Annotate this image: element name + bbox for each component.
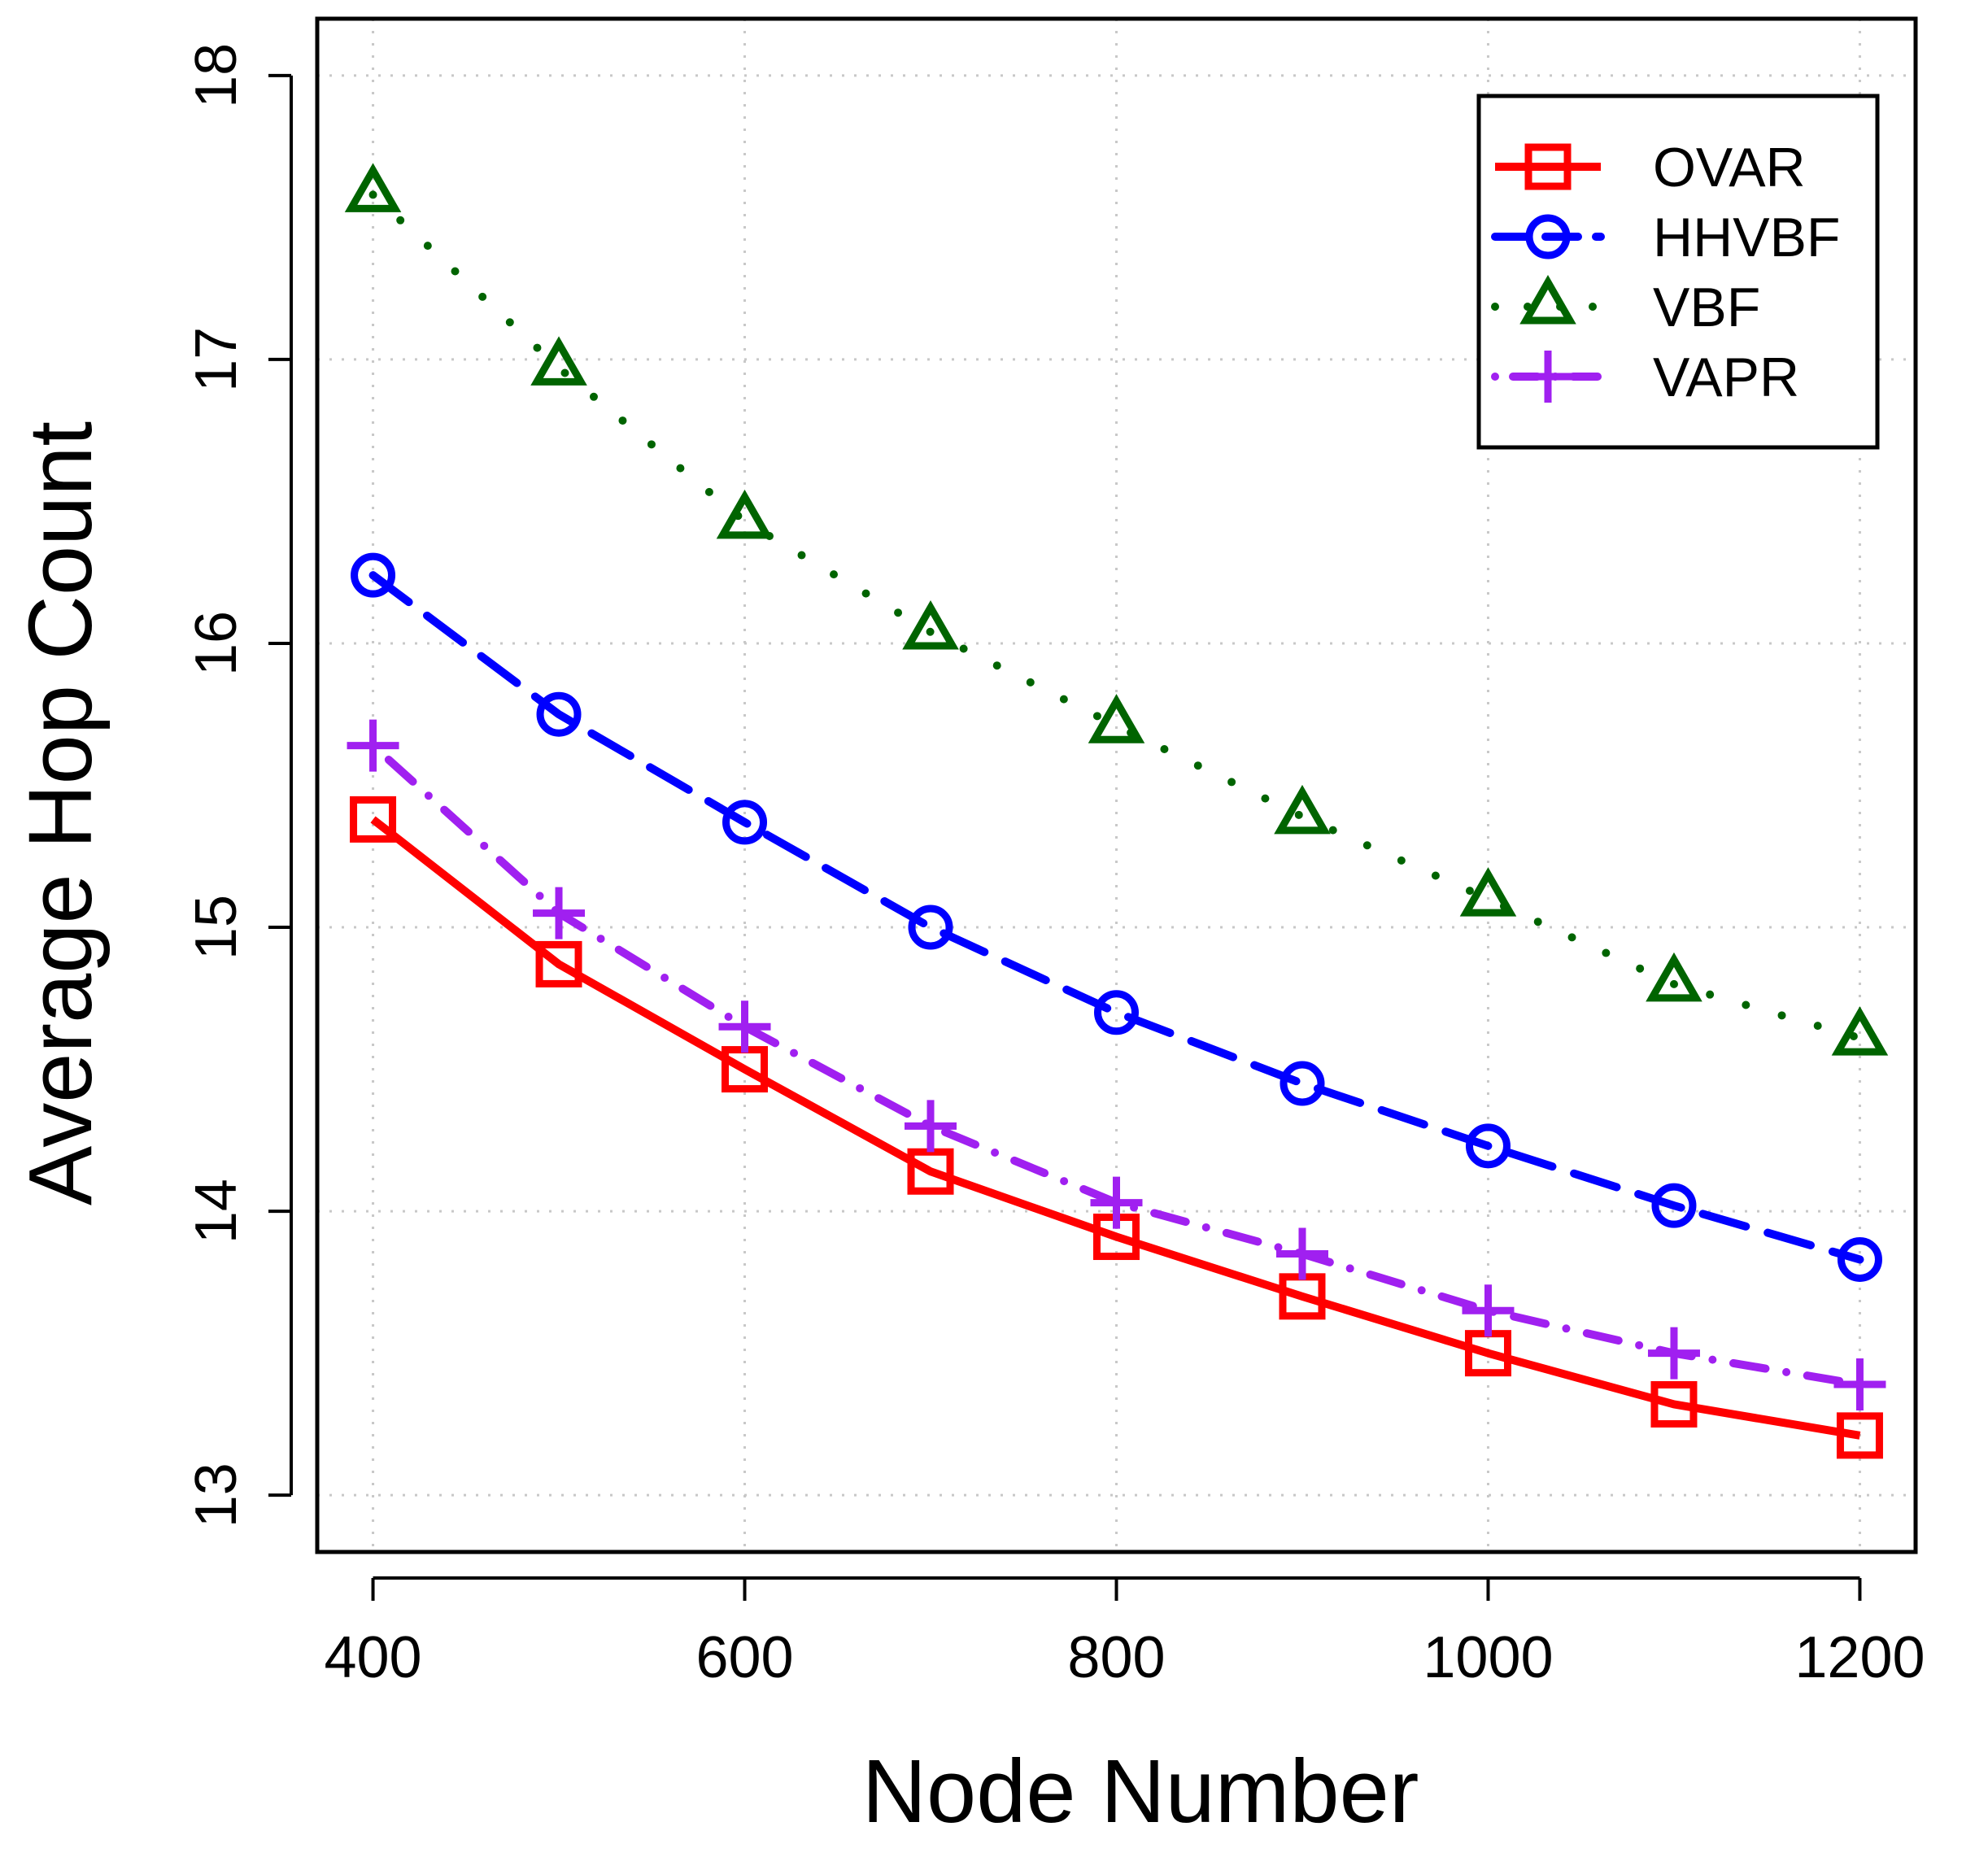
point-vbf-1200 xyxy=(1831,1006,1889,1056)
point-vbf-700 xyxy=(902,599,959,650)
y-tick-label: 15 xyxy=(184,895,249,960)
x-tick-label: 800 xyxy=(1067,1625,1165,1690)
point-hhvbf-700 xyxy=(908,905,953,950)
point-vapr-1000 xyxy=(1462,1284,1515,1337)
plot-frame xyxy=(315,16,1918,1554)
legend-label-vapr: VAPR xyxy=(1653,347,1799,408)
point-hhvbf-600 xyxy=(722,800,768,845)
point-ovar-1200 xyxy=(1836,1412,1883,1459)
point-vbf-600 xyxy=(716,489,774,539)
x-tick-label: 1000 xyxy=(1423,1625,1553,1690)
point-vapr-800 xyxy=(1090,1176,1143,1229)
point-vbf-400 xyxy=(344,163,402,212)
point-vapr-900 xyxy=(1275,1227,1328,1280)
point-vapr-500 xyxy=(533,887,586,939)
legend-marker-vapr xyxy=(1522,351,1574,403)
legend-marker-ovar xyxy=(1524,143,1572,190)
legend-marker-hhvbf xyxy=(1525,214,1571,259)
point-vapr-700 xyxy=(905,1100,957,1153)
point-vapr-400 xyxy=(347,719,399,772)
y-tick-label: 17 xyxy=(184,327,249,392)
point-ovar-500 xyxy=(535,940,582,987)
point-ovar-400 xyxy=(350,796,397,843)
point-vbf-500 xyxy=(530,336,587,386)
point-vbf-1000 xyxy=(1459,867,1517,917)
x-tick-label: 600 xyxy=(695,1625,793,1690)
point-vapr-600 xyxy=(718,1000,771,1053)
series-markers-layer xyxy=(344,163,1889,1459)
y-tick-label: 14 xyxy=(184,1179,249,1244)
x-tick-label: 1200 xyxy=(1794,1625,1925,1690)
y-tick-label: 16 xyxy=(184,611,249,676)
series-line-vbf xyxy=(368,190,1864,1043)
legend-label-vbf: VBF xyxy=(1653,277,1760,338)
legend-marker-vbf xyxy=(1519,274,1576,325)
legend: OVAR HHVBF VBF VAPR xyxy=(1476,94,1880,450)
point-vapr-1200 xyxy=(1833,1358,1886,1411)
point-vbf-900 xyxy=(1274,784,1331,835)
series-line-ovar xyxy=(370,816,1861,1440)
point-vbf-800 xyxy=(1088,694,1145,743)
point-vapr-1100 xyxy=(1647,1327,1700,1380)
x-tick-label: 400 xyxy=(324,1625,421,1690)
point-vbf-1100 xyxy=(1646,952,1702,1002)
legend-label-hhvbf: HHVBF xyxy=(1653,207,1840,268)
point-ovar-1100 xyxy=(1650,1380,1698,1428)
axes-layer: 400 600 800 1000 1200 13 14 15 16 17 18 xyxy=(184,43,1925,1690)
point-hhvbf-1100 xyxy=(1651,1183,1697,1228)
point-hhvbf-900 xyxy=(1280,1061,1325,1106)
point-hhvbf-500 xyxy=(536,691,582,737)
y-axis-title: Average Hop Count xyxy=(11,421,111,1205)
point-hhvbf-400 xyxy=(351,552,396,598)
point-hhvbf-1000 xyxy=(1465,1123,1511,1169)
point-hhvbf-800 xyxy=(1094,990,1139,1035)
y-tick-label: 13 xyxy=(184,1462,249,1528)
x-axis-title: Node Number xyxy=(862,1741,1419,1842)
legend-label-ovar: OVAR xyxy=(1653,137,1806,198)
point-hhvbf-1200 xyxy=(1837,1236,1882,1282)
series-line-hhvbf xyxy=(368,571,1864,1264)
y-tick-label: 18 xyxy=(184,43,249,108)
